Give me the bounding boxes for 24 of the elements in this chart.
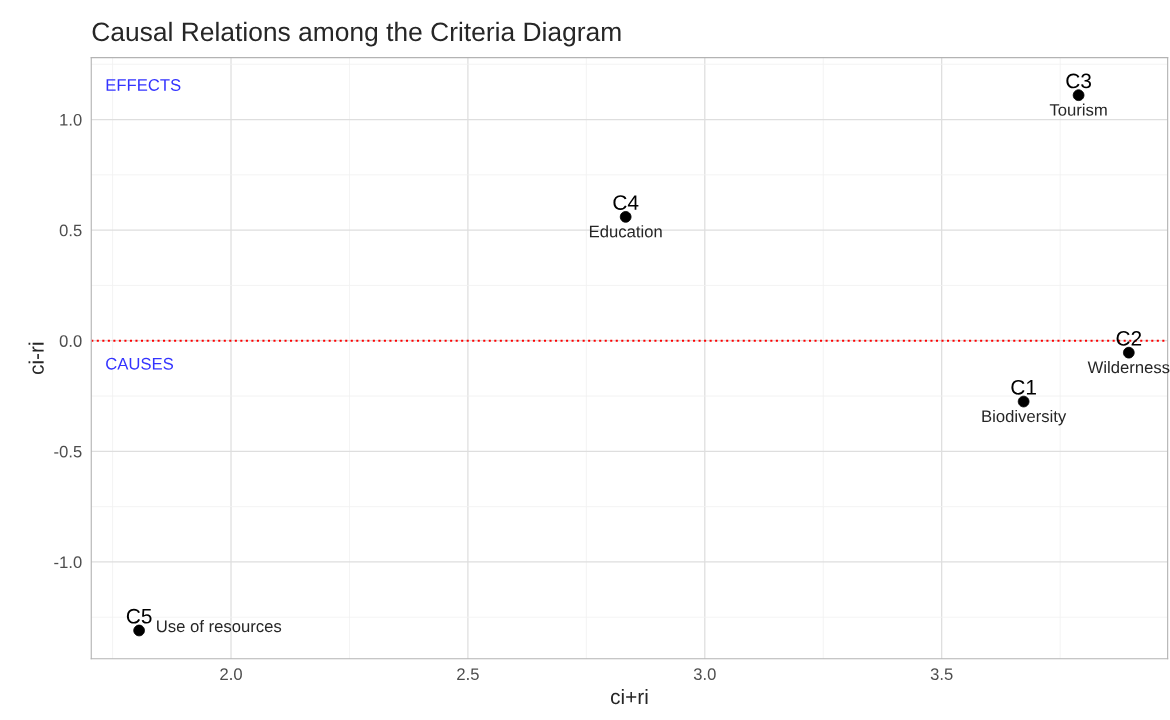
x-tick-label: 3.5 (930, 668, 953, 681)
chart-title: Causal Relations among the Criteria Diagram (92, 21, 621, 47)
annotation: EFFECTS (106, 79, 181, 91)
x-axis-title: ci+ri (610, 688, 648, 705)
x-tick-label: 3.0 (693, 668, 716, 681)
x-tick-label: 2.5 (457, 668, 479, 681)
y-tick-label: -0.5 (54, 445, 82, 458)
series-label: C1 (1011, 379, 1036, 395)
annotation: CAUSES (106, 357, 174, 370)
y-tick-label: -1.0 (54, 556, 82, 569)
annotation: Wilderness (1087, 361, 1170, 374)
series-label: C3 (1066, 73, 1091, 89)
annotation: Education (589, 225, 662, 238)
y-tick-label: 1.0 (60, 113, 82, 126)
annotation: Biodiversity (982, 409, 1067, 426)
y-tick-label: 0.5 (59, 224, 82, 237)
y-tick-label: 0.0 (59, 335, 82, 347)
annotation: Tourism (1049, 103, 1107, 116)
series-label: C4 (613, 195, 639, 210)
x-tick-label: 2.0 (220, 668, 242, 681)
series-label: C2 (1116, 331, 1142, 346)
y-axis-title: ci-ri (28, 342, 44, 375)
annotation: Use of resources (157, 619, 282, 633)
series-label: C5 (126, 608, 152, 624)
